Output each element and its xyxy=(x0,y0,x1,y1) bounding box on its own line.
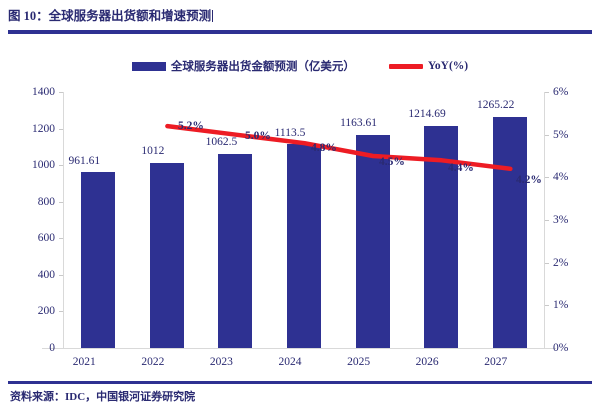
y-axis-right-tick-5pct: 5% xyxy=(553,128,569,141)
left-axis-line xyxy=(63,92,64,348)
left-tickmark-1400 xyxy=(59,92,63,93)
x-axis-tick-2024: 2024 xyxy=(278,356,302,368)
chart-legend: 全球服务器出货金额预测（亿美元） YoY(%) xyxy=(0,56,600,76)
y-axis-right-tick-2pct: 2% xyxy=(553,256,569,269)
bar-value-label-2023: 1062.5 xyxy=(205,136,238,148)
left-tickmark-1000 xyxy=(59,165,63,167)
x-axis-tick-2021: 2021 xyxy=(72,356,96,368)
yoy-value-label-2026: 4.4% xyxy=(448,162,474,174)
bar-2024[interactable] xyxy=(287,144,321,348)
legend-line-swatch-icon xyxy=(388,63,423,69)
x-axis-tick-2023: 2023 xyxy=(209,356,233,368)
x-axis-tick-2025: 2025 xyxy=(347,356,371,368)
bar-value-label-2025: 1163.61 xyxy=(340,117,378,129)
left-tickmark-800 xyxy=(59,201,63,203)
y-axis-left-tick-1000: 1000 xyxy=(32,159,55,172)
x-axis-line xyxy=(42,348,556,349)
left-tickmark-200 xyxy=(59,311,63,313)
left-tickmark-600 xyxy=(59,238,63,240)
bar-2027[interactable] xyxy=(492,116,527,348)
bar-2022[interactable] xyxy=(149,163,184,348)
legend-item-line-series[interactable]: YoY(%) xyxy=(388,60,469,72)
y-axis-right-tick-6pct: 6% xyxy=(553,86,569,98)
y-axis-left-tick-0: 0 xyxy=(49,342,55,354)
y-axis-right-tick-1pct: 1% xyxy=(553,299,569,312)
right-tickmark-3pct xyxy=(545,220,549,221)
bar-value-label-2027: 1265.22 xyxy=(477,99,515,111)
x-axis-tick-2026: 2026 xyxy=(415,356,439,368)
x-axis-tick-2027: 2027 xyxy=(484,356,508,368)
y-axis-left-tick-400: 400 xyxy=(37,268,55,281)
y-axis-left-tick-1200: 1200 xyxy=(32,122,55,135)
yoy-value-label-2023: 5.0% xyxy=(245,130,271,142)
y-axis-right-tick-0pct: 0% xyxy=(553,342,569,354)
figure-title-text: 图 10：全球服务器出货额和增速预测 xyxy=(8,9,212,23)
y-axis-left-tick-200: 200 xyxy=(37,305,55,318)
right-tickmark-5pct xyxy=(545,134,549,136)
yoy-value-label-2025: 4.5% xyxy=(379,156,405,168)
bar-2026[interactable] xyxy=(424,125,459,348)
left-tickmark-1200 xyxy=(59,128,63,130)
right-axis-line xyxy=(544,92,545,348)
yoy-value-label-2027: 4.2% xyxy=(516,174,542,186)
source-note: 资料来源：IDC，中国银河证券研究院 xyxy=(10,391,196,403)
bar-value-label-2022: 1012 xyxy=(141,145,165,157)
bar-2021[interactable] xyxy=(81,172,116,348)
left-tickmark-400 xyxy=(59,274,63,276)
chart-area: 1400 1200 1000 800 600 400 200 0 6% 5% 4… xyxy=(0,84,600,376)
text-caret xyxy=(212,10,214,22)
legend-label-bar-series: 全球服务器出货金额预测（亿美元） xyxy=(170,61,355,73)
legend-item-bar-series[interactable]: 全球服务器出货金额预测（亿美元） xyxy=(131,58,355,74)
bar-value-label-2026: 1214.69 xyxy=(408,108,446,120)
y-axis-left-tick-600: 600 xyxy=(37,232,55,245)
right-tickmark-6pct xyxy=(545,92,549,93)
y-axis-right-tick-4pct: 4% xyxy=(553,171,569,184)
page-title: 图 10：全球服务器出货额和增速预测 xyxy=(8,5,214,24)
legend-bar-swatch-icon xyxy=(131,61,166,71)
right-tickmark-2pct xyxy=(545,262,549,264)
right-tickmark-4pct xyxy=(545,177,549,179)
y-axis-left-tick-800: 800 xyxy=(37,195,55,208)
yoy-value-label-2022: 5.2% xyxy=(178,120,204,132)
right-tickmark-1pct xyxy=(545,305,549,307)
y-axis-right-tick-3pct: 3% xyxy=(553,214,569,226)
yoy-value-label-2024: 4.8% xyxy=(311,142,337,154)
footer-divider xyxy=(8,381,592,384)
bar-value-label-2024: 1113.5 xyxy=(274,127,306,139)
title-divider xyxy=(8,30,592,34)
bar-2023[interactable] xyxy=(218,153,253,348)
bar-value-label-2021: 961.61 xyxy=(68,155,101,167)
x-axis-tick-2022: 2022 xyxy=(141,356,165,368)
legend-label-line-series: YoY(%) xyxy=(427,60,469,72)
y-axis-left-tick-1400: 1400 xyxy=(32,86,55,98)
